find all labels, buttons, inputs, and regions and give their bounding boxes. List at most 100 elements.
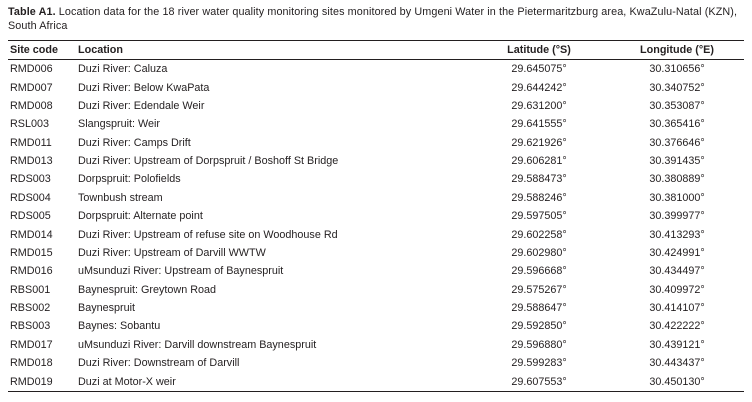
table-header: Site code Location Latitude (°S) Longitu…: [8, 40, 744, 60]
longitude-cell: 30.376646°: [649, 136, 705, 149]
location-cell: Dorpspruit: Polofields: [78, 173, 181, 186]
table-row: RMD011 Duzi River: Camps Drift 29.621926° 3…: [8, 134, 744, 152]
site-code-cell: RMD013: [10, 155, 53, 168]
site-code-cell: RDS004: [10, 191, 51, 204]
location-cell: Duzi at Motor-X weir: [78, 375, 176, 388]
table-row: RMD006 Duzi River: Caluza 29.645075° 30.310…: [8, 60, 744, 79]
location-cell: Slangspruit: Weir: [78, 118, 161, 131]
table-row: RBS001 Baynespruit: Greytown Road 29.57526…: [8, 281, 744, 299]
longitude-cell: 30.409972°: [649, 283, 705, 296]
table-caption-text: Location data for the 18 river water qua…: [8, 6, 738, 32]
table-row: RSL003 Slangspruit: Weir 29.641555° 30.3654…: [8, 115, 744, 133]
site-code-cell: RMD008: [10, 99, 53, 112]
latitude-cell: 29.606281°: [511, 155, 567, 168]
location-cell: Duzi River: Downstream of Darvill: [78, 357, 240, 370]
table-row: RDS003 Dorpspruit: Polofields 29.588473° 30…: [8, 170, 744, 188]
location-cell: Duzi River: Caluza: [78, 63, 168, 76]
location-cell: uMsunduzi River: Darvill downstream Bayn…: [78, 338, 317, 351]
longitude-cell: 30.450130°: [649, 375, 705, 388]
longitude-cell: 30.340752°: [649, 81, 705, 94]
longitude-cell: 30.413293°: [649, 228, 705, 241]
site-code-cell: RMD011: [10, 136, 52, 149]
location-cell: Duzi River: Upstream of Dorpspruit / Bos…: [78, 155, 339, 168]
column-header-latitude: Latitude (°S): [468, 40, 610, 60]
table-row: RBS003 Baynes: Sobantu 29.592850° 30.422222…: [8, 317, 744, 335]
monitoring-sites-table: Site code Location Latitude (°S) Longitu…: [8, 40, 744, 392]
longitude-cell: 30.414107°: [649, 302, 705, 315]
latitude-cell: 29.602258°: [511, 228, 567, 241]
site-code-cell: RBS002: [10, 302, 51, 315]
latitude-cell: 29.599283°: [511, 357, 567, 370]
table-row: RMD015 Duzi River: Upstream of Darvill WW…: [8, 244, 744, 262]
latitude-cell: 29.631200°: [511, 99, 567, 112]
longitude-cell: 30.353087°: [649, 99, 705, 112]
location-cell: Dorpspruit: Alternate point: [78, 210, 203, 223]
site-code-cell: RMD014: [10, 228, 53, 241]
table-row: RMD017 uMsunduzi River: Darvill downstrea…: [8, 336, 744, 354]
table-header-row: Site code Location Latitude (°S) Longitu…: [8, 40, 744, 60]
latitude-cell: 29.592850°: [511, 320, 567, 333]
location-cell: Duzi River: Upstream of Darvill WWTW: [78, 246, 266, 259]
site-code-cell: RMD019: [10, 375, 53, 388]
table-row: RMD016 uMsunduzi River: Upstream of Bayne…: [8, 262, 744, 280]
latitude-cell: 29.644242°: [511, 81, 567, 94]
longitude-cell: 30.422222°: [649, 320, 705, 333]
latitude-cell: 29.602980°: [511, 246, 567, 259]
latitude-cell: 29.641555°: [511, 118, 567, 131]
site-code-cell: RBS001: [10, 283, 51, 296]
table-row: RMD014 Duzi River: Upstream of refuse sit…: [8, 225, 744, 243]
longitude-cell: 30.434497°: [649, 265, 705, 278]
table-row: RMD007 Duzi River: Below KwaPata 29.644242…: [8, 78, 744, 96]
latitude-cell: 29.621926°: [511, 136, 567, 149]
latitude-cell: 29.596880°: [511, 338, 567, 351]
location-cell: Townbush stream: [78, 191, 163, 204]
column-header-location: Location: [76, 40, 468, 60]
longitude-cell: 30.310656°: [649, 63, 705, 76]
latitude-cell: 29.645075°: [511, 63, 567, 76]
site-code-cell: RMD007: [10, 81, 53, 94]
longitude-cell: 30.381000°: [649, 191, 705, 204]
latitude-cell: 29.588246°: [511, 191, 567, 204]
latitude-cell: 29.575267°: [511, 283, 567, 296]
longitude-cell: 30.424991°: [649, 246, 705, 259]
latitude-cell: 29.596668°: [511, 265, 567, 278]
latitude-cell: 29.607553°: [511, 375, 567, 388]
location-cell: Duzi River: Below KwaPata: [78, 81, 210, 94]
table-row: RMD018 Duzi River: Downstream of Darvill 2…: [8, 354, 744, 372]
longitude-cell: 30.391435°: [649, 155, 705, 168]
location-cell: Baynespruit: Greytown Road: [78, 283, 217, 296]
table-row: RMD019 Duzi at Motor-X weir 29.607553° 30.4…: [8, 372, 744, 391]
longitude-cell: 30.365416°: [649, 118, 705, 131]
location-cell: Duzi River: Upstream of refuse site on W…: [78, 228, 338, 241]
site-code-cell: RSL003: [10, 118, 50, 131]
site-code-cell: RBS003: [10, 320, 51, 333]
site-code-cell: RMD016: [10, 265, 53, 278]
table-caption: Table A1. Location data for the 18 river…: [8, 6, 744, 33]
table-body: RMD006 Duzi River: Caluza 29.645075° 30.310…: [8, 60, 744, 392]
table-row: RDS004 Townbush stream 29.588246° 30.381000…: [8, 189, 744, 207]
site-code-cell: RMD006: [10, 63, 53, 76]
site-code-cell: RDS005: [10, 210, 51, 223]
table-row: RBS002 Baynespruit 29.588647° 30.414107°: [8, 299, 744, 317]
latitude-cell: 29.588647°: [511, 302, 567, 315]
column-header-site-code: Site code: [8, 40, 76, 60]
longitude-cell: 30.439121°: [649, 338, 705, 351]
site-code-cell: RMD015: [10, 246, 53, 259]
location-cell: uMsunduzi River: Upstream of Baynespruit: [78, 265, 284, 278]
location-cell: Duzi River: Edendale Weir: [78, 99, 205, 112]
table-row: RMD008 Duzi River: Edendale Weir 29.631200…: [8, 97, 744, 115]
table-caption-label: Table A1.: [8, 6, 56, 18]
location-cell: Baynespruit: [78, 302, 136, 315]
site-code-cell: RMD018: [10, 357, 53, 370]
table-row: RMD013 Duzi River: Upstream of Dorpspruit…: [8, 152, 744, 170]
site-code-cell: RDS003: [10, 173, 51, 186]
site-code-cell: RMD017: [10, 338, 53, 351]
latitude-cell: 29.588473°: [511, 173, 567, 186]
location-cell: Duzi River: Camps Drift: [78, 136, 191, 149]
column-header-longitude: Longitude (°E): [610, 40, 744, 60]
latitude-cell: 29.597505°: [511, 210, 567, 223]
table-row: RDS005 Dorpspruit: Alternate point 29.5975…: [8, 207, 744, 225]
location-cell: Baynes: Sobantu: [78, 320, 161, 333]
longitude-cell: 30.399977°: [649, 210, 705, 223]
